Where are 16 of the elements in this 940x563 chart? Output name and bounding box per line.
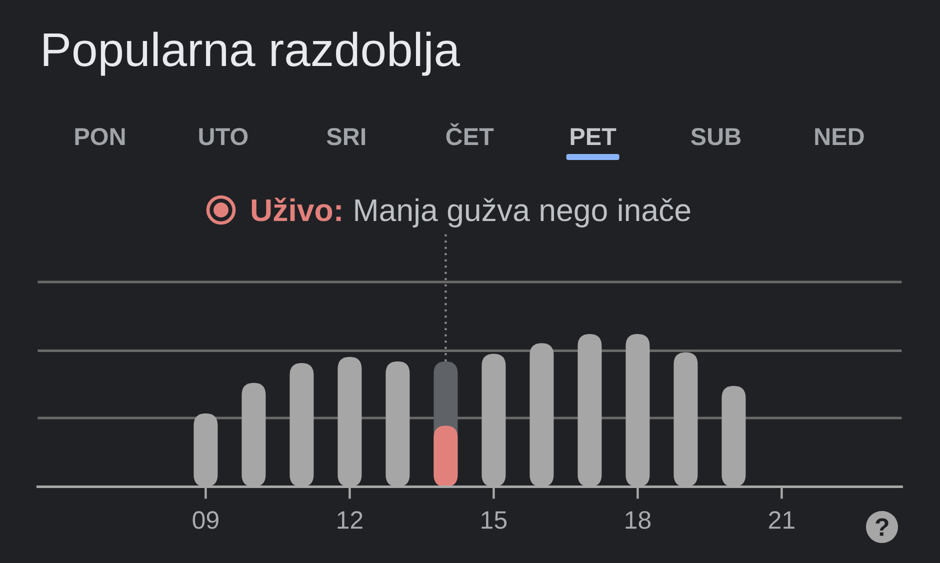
text: UTO xyxy=(199,128,248,146)
text: PET xyxy=(570,128,616,145)
chart-title: Popularna razdoblja xyxy=(44,32,460,76)
x-tick-label: 09 xyxy=(192,511,218,529)
bar xyxy=(434,426,458,487)
text: Uživo: xyxy=(252,198,341,222)
text: PON xyxy=(75,128,125,146)
x-tick-label: 21 xyxy=(769,511,794,529)
x-tick-label: 12 xyxy=(338,511,362,529)
text: ČET xyxy=(446,123,494,146)
x-tick-label: 15 xyxy=(482,511,507,529)
x-tick-label: 18 xyxy=(626,511,651,529)
text: SRI xyxy=(326,128,366,146)
text: Manja gužva nego inače xyxy=(355,198,690,228)
text: SUB xyxy=(691,128,741,146)
text: NED xyxy=(815,128,864,145)
